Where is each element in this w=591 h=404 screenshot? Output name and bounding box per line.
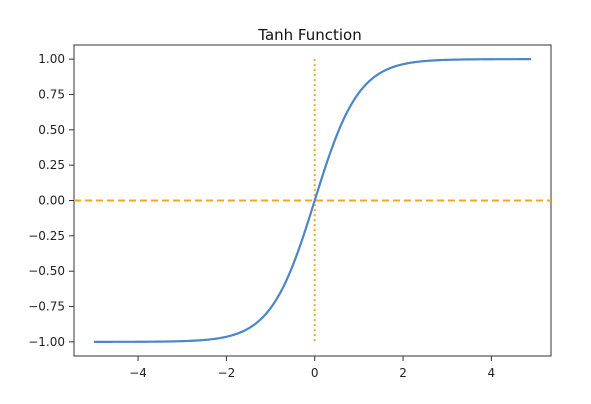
tanh-curve-line: [93, 58, 532, 343]
y-tick-label: 0.50: [38, 123, 65, 137]
y-axis: 1.00 0.75 0.50 0.25 0.00 −0.25 −0.50 −0.75 −1.00: [28, 52, 74, 349]
x-axis: −4 −2 0 2 4: [129, 356, 495, 380]
y-tick-label: 0.00: [38, 194, 65, 208]
y-tick-label: −0.25: [28, 229, 65, 243]
x-tick-label: −2: [218, 366, 236, 380]
y-tick-label: 0.75: [38, 87, 65, 101]
y-tick-label: −1.00: [28, 335, 65, 349]
series-layer: [93, 58, 532, 343]
x-tick-label: 0: [311, 366, 319, 380]
reference-lines: [74, 59, 551, 342]
x-tick-label: 2: [399, 366, 407, 380]
y-tick-label: 1.00: [38, 52, 65, 66]
x-tick-label: −4: [129, 366, 147, 380]
y-tick-label: −0.50: [28, 264, 65, 278]
y-tick-label: 0.25: [38, 158, 65, 172]
x-tick-label: 4: [488, 366, 496, 380]
chart-title: Tanh Function: [257, 26, 361, 44]
y-tick-label: −0.75: [28, 300, 65, 314]
